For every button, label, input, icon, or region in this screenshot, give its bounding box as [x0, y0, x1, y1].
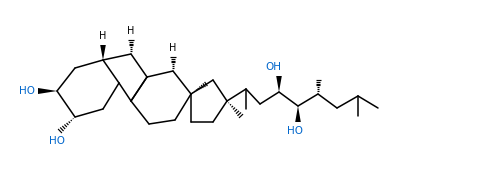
Polygon shape [38, 88, 57, 94]
Text: HO: HO [49, 136, 65, 146]
Polygon shape [295, 106, 301, 122]
Text: HO: HO [287, 126, 303, 136]
Polygon shape [276, 76, 282, 92]
Polygon shape [100, 45, 106, 60]
Text: H: H [128, 26, 135, 36]
Text: OH: OH [265, 62, 281, 72]
Text: HO: HO [19, 86, 35, 96]
Text: H: H [99, 31, 107, 41]
Text: H: H [170, 43, 177, 53]
